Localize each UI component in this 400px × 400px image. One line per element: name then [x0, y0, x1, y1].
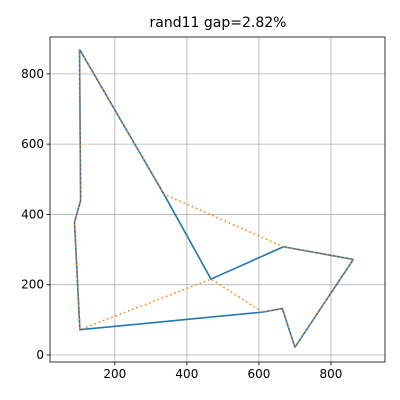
x-tick-label: 800 — [320, 367, 343, 381]
chart-title: rand11 gap=2.82% — [150, 15, 287, 31]
y-tick-label: 0 — [36, 348, 44, 362]
y-tick-label: 800 — [21, 67, 44, 81]
series-layer — [73, 48, 355, 349]
grid — [50, 37, 385, 362]
x-tick-label: 400 — [175, 367, 198, 381]
ticks: 200 400 600 800 0 200 400 600 800 — [21, 67, 342, 381]
y-tick-label: 600 — [21, 137, 44, 151]
x-tick-label: 200 — [103, 367, 126, 381]
solution-tour-line — [73, 48, 355, 349]
y-tick-label: 400 — [21, 207, 44, 221]
y-tick-label: 200 — [21, 278, 44, 292]
reference-tour-line — [73, 48, 355, 349]
x-tick-label: 600 — [247, 367, 270, 381]
plot-frame — [49, 36, 386, 363]
